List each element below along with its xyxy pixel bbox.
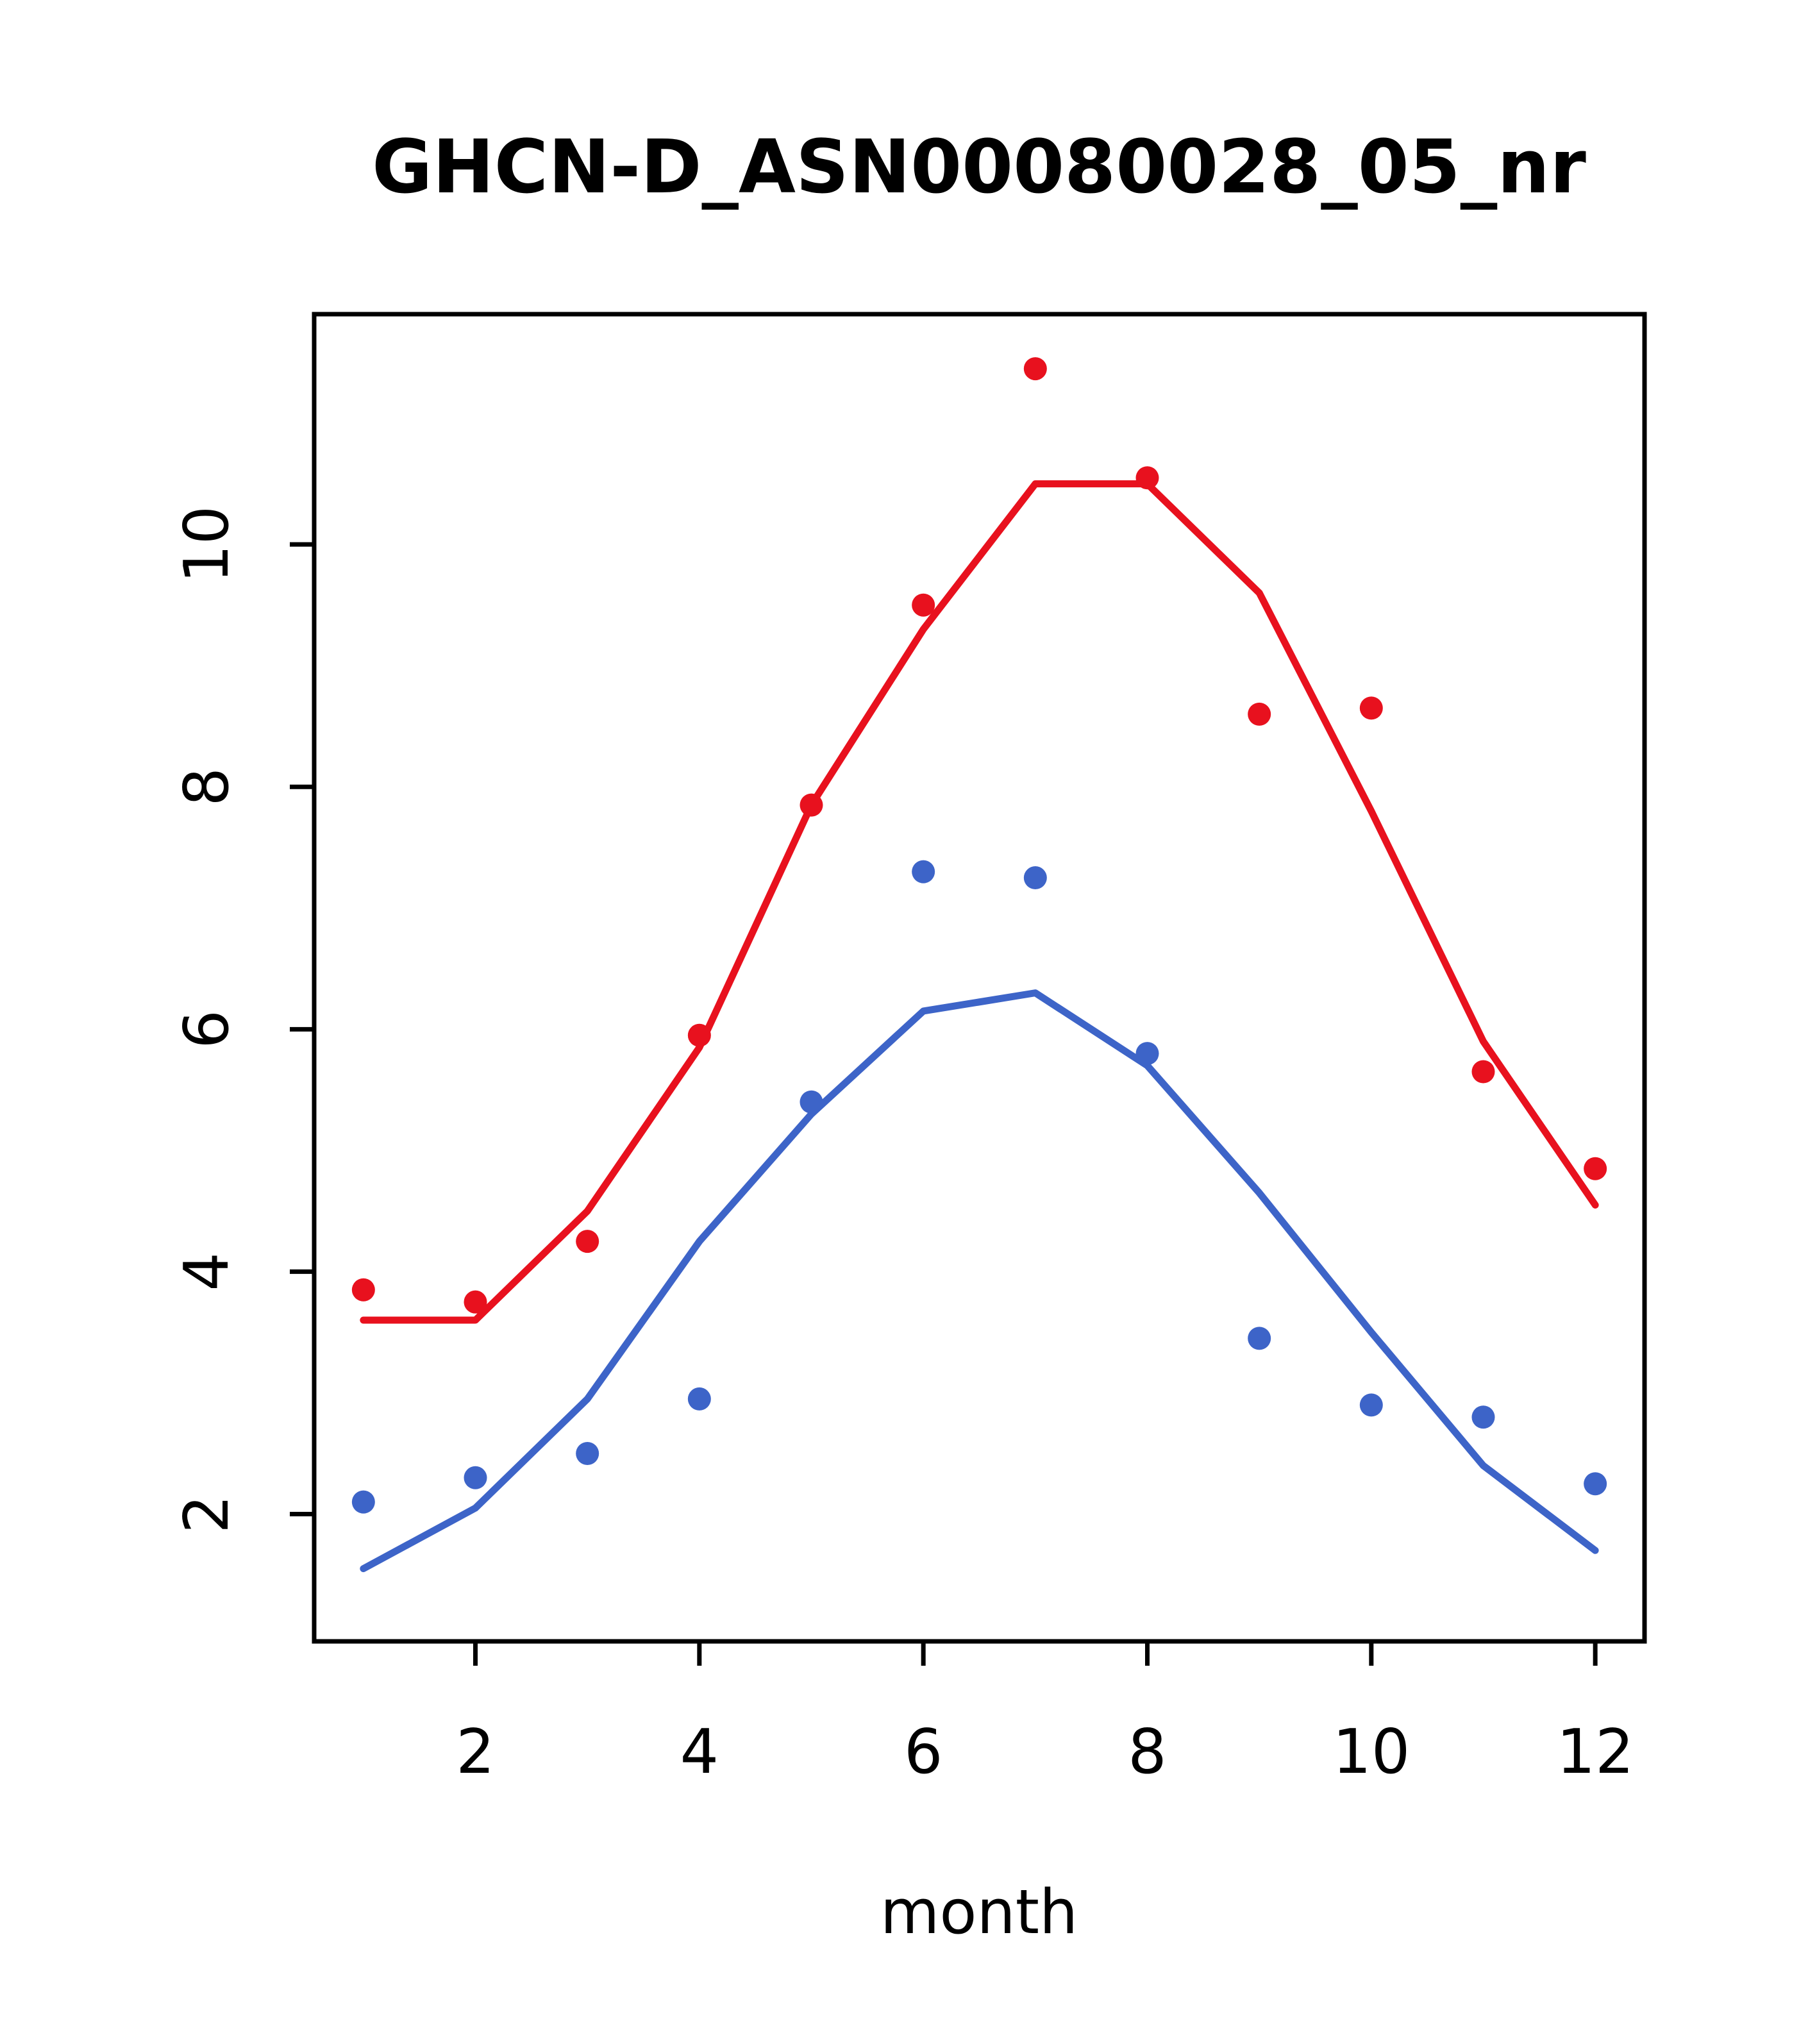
blue-points-point bbox=[912, 860, 935, 884]
blue-points-point bbox=[1359, 1393, 1383, 1417]
red-points-point bbox=[351, 1278, 375, 1302]
y-tick-label: 10 bbox=[172, 506, 242, 583]
y-tick-label: 8 bbox=[172, 767, 242, 806]
red-points-point bbox=[800, 793, 823, 817]
red-points-point bbox=[576, 1230, 599, 1253]
x-axis-label: month bbox=[880, 1877, 1078, 1948]
y-tick-label: 2 bbox=[172, 1495, 242, 1533]
blue-points-point bbox=[1248, 1327, 1271, 1350]
blue-points-point bbox=[1471, 1405, 1495, 1429]
red-points-point bbox=[912, 593, 935, 617]
x-tick-label: 8 bbox=[1128, 1717, 1166, 1788]
blue-points-point bbox=[576, 1441, 599, 1465]
red-points-point bbox=[1135, 466, 1159, 490]
red-points-point bbox=[1471, 1060, 1495, 1084]
plot-box bbox=[312, 312, 1647, 1644]
blue-points-point bbox=[1584, 1472, 1607, 1496]
chart-title: GHCN-D_ASN00080028_05_nr bbox=[372, 124, 1586, 210]
x-tick-label: 12 bbox=[1557, 1717, 1634, 1788]
x-tick-label: 10 bbox=[1332, 1717, 1410, 1788]
red-points-point bbox=[464, 1290, 487, 1314]
blue-points-point bbox=[687, 1387, 711, 1411]
blue-points-point bbox=[1135, 1042, 1159, 1066]
blue-line bbox=[360, 989, 1599, 1573]
plot-layer: 2 4 6 8 10 12 2 4 6 8 10 bbox=[172, 312, 1647, 1788]
x-tick-label: 6 bbox=[904, 1717, 942, 1788]
red-points-point bbox=[1359, 696, 1383, 720]
red-points-point bbox=[1023, 357, 1047, 381]
red-line bbox=[360, 480, 1599, 1324]
y-tick-label: 4 bbox=[172, 1252, 242, 1291]
blue-points-point bbox=[800, 1090, 823, 1114]
red-points-point bbox=[1584, 1157, 1607, 1180]
red-points-point bbox=[1248, 702, 1271, 726]
blue-points-point bbox=[1023, 866, 1047, 890]
blue-points-point bbox=[464, 1466, 487, 1489]
blue-points-point bbox=[351, 1490, 375, 1514]
y-tick-label: 6 bbox=[172, 1010, 242, 1048]
x-tick-label: 2 bbox=[456, 1717, 494, 1788]
red-points-point bbox=[687, 1023, 711, 1047]
x-tick-label: 4 bbox=[680, 1717, 719, 1788]
